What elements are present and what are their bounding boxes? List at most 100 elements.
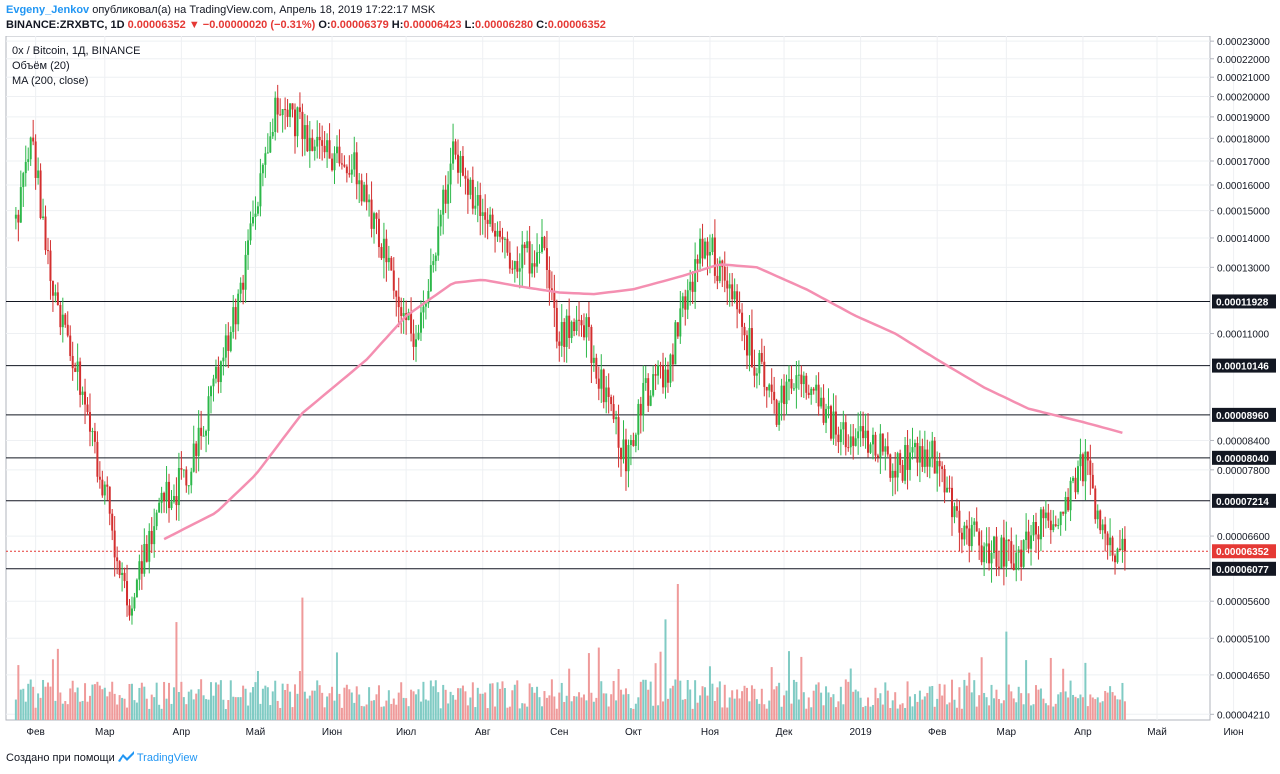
candle-body <box>768 384 771 391</box>
volume-bar <box>1020 693 1023 720</box>
candle-body <box>844 422 847 448</box>
volume-bar <box>1099 702 1102 720</box>
candle-body <box>340 163 343 165</box>
candle-body <box>550 288 553 291</box>
volume-bar <box>659 651 662 720</box>
price-chart[interactable]: 0.00023000 0.00022000 0.00021000 0.00020000… <box>0 36 1280 748</box>
volume-bar <box>1034 685 1037 720</box>
candle-body <box>585 317 588 338</box>
candle-body <box>654 374 657 376</box>
candle-body <box>817 384 820 407</box>
volume-bar <box>284 690 287 720</box>
volume-bar <box>701 686 704 720</box>
volume-bar <box>175 622 178 720</box>
candle-body <box>1086 451 1089 461</box>
candle-body <box>461 156 464 176</box>
tradingview-link[interactable]: TradingView <box>136 752 198 764</box>
candle-body <box>276 97 279 115</box>
volume-bar <box>904 707 907 720</box>
candle-body <box>471 179 474 209</box>
volume-bar <box>839 686 842 720</box>
candle-body <box>662 366 665 388</box>
candle-body <box>931 440 934 458</box>
volume-bar <box>308 695 311 720</box>
volume-bar <box>521 703 524 720</box>
volume-bar <box>128 684 131 720</box>
volume-bar <box>397 692 400 720</box>
candle-body <box>565 315 568 347</box>
candle-body <box>590 326 593 363</box>
volume-bar <box>652 705 655 720</box>
volume-bar <box>442 684 445 720</box>
candle-body <box>1118 548 1121 550</box>
candle-body <box>783 385 786 405</box>
candle-body <box>620 447 623 460</box>
price-axis[interactable]: 0.00023000 0.00022000 0.00021000 0.00020000… <box>1210 37 1276 721</box>
volume-bar <box>106 696 109 720</box>
candle-body <box>978 531 981 546</box>
candle-body <box>175 496 178 506</box>
volume-bar <box>1114 695 1117 720</box>
volume-bar <box>936 698 939 720</box>
last-price-label-bg <box>1212 544 1276 559</box>
volume-bar <box>726 707 729 720</box>
volume-bar <box>624 688 627 720</box>
candle-body <box>575 319 578 332</box>
author-link[interactable]: Evgeny_Jenkov <box>6 4 90 16</box>
y-tick-label: 0.00004650 <box>1217 671 1270 682</box>
candle-body <box>54 292 57 296</box>
candle-body <box>758 352 761 374</box>
candle-body <box>476 195 479 206</box>
volume-bar <box>254 682 257 720</box>
candle-body <box>1015 552 1018 571</box>
volume-bar <box>669 688 672 720</box>
volume-bar <box>256 670 259 720</box>
candle-body <box>980 545 983 563</box>
candle-body <box>373 213 376 229</box>
volume-bar <box>649 681 652 720</box>
volume-bar <box>733 698 736 720</box>
candle-body <box>936 460 939 474</box>
time-axis[interactable]: Фев Мар Апр Май Июн Июл Авг Сен Окт Ноя Дек 2019 Фев… <box>26 727 1243 738</box>
volume-bar <box>891 700 894 720</box>
candle-body <box>679 308 682 337</box>
x-tick-label: Май <box>246 727 266 738</box>
volume-bar <box>108 691 111 720</box>
candle-body <box>1025 531 1028 541</box>
candle-body <box>923 449 926 467</box>
candle-body <box>363 184 366 202</box>
volume-bar <box>91 684 94 720</box>
x-tick-label: Фев <box>928 727 946 738</box>
level-label: 0.00008040 <box>1216 454 1269 465</box>
volume-bar <box>523 703 526 720</box>
y-tick-label: 0.00008400 <box>1217 436 1270 447</box>
high-label: H: <box>391 19 404 31</box>
y-tick-label: 0.00004210 <box>1217 710 1270 721</box>
candle-body <box>66 324 69 336</box>
candle-body <box>237 293 240 325</box>
volume-bar <box>607 706 610 720</box>
volume-bar <box>511 690 514 720</box>
candle-body <box>1034 521 1037 535</box>
volume-bar <box>676 584 679 720</box>
volume-bar <box>1104 690 1107 720</box>
volume-bar <box>1054 703 1057 720</box>
last-price-label: 0.00006352 <box>1216 547 1269 558</box>
candle-body <box>795 375 798 389</box>
volume-bar <box>76 687 79 720</box>
volume-bar <box>758 703 761 720</box>
volume-bar <box>1123 701 1126 720</box>
volume-bar <box>444 689 447 720</box>
volume-bars <box>14 584 1126 720</box>
volume-bar <box>210 682 213 720</box>
candle-body <box>778 402 781 425</box>
candle-body <box>442 189 445 215</box>
candle-body <box>884 446 887 452</box>
volume-bar <box>587 653 590 720</box>
volume-bar <box>368 687 371 720</box>
volume-bar <box>1027 693 1030 720</box>
candle-body <box>293 109 296 137</box>
candle-body <box>415 339 418 347</box>
volume-bar <box>810 707 813 720</box>
ohlc-line: BINANCE:ZRXBTC, 1D 0.00006352 ▼ −0.00000… <box>6 19 606 31</box>
